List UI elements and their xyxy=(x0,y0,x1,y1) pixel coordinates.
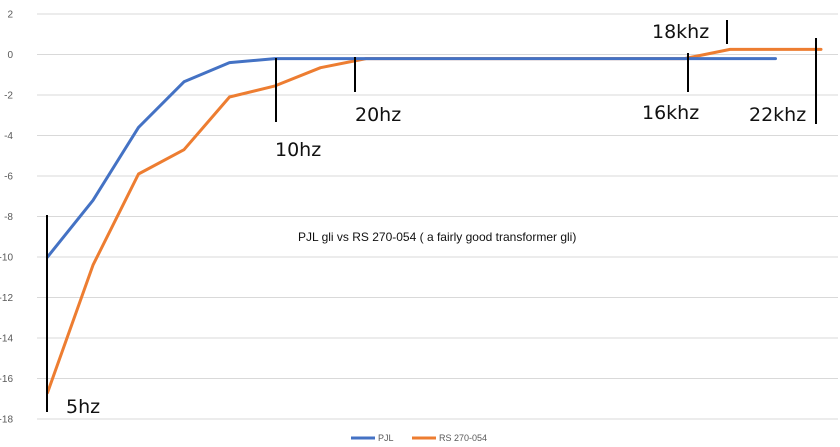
y-tick-label: -14 xyxy=(0,334,13,345)
y-tick-label: -16 xyxy=(0,374,13,385)
annotation-18khz: 18khz xyxy=(652,21,709,43)
y-tick-label: 2 xyxy=(7,10,13,21)
legend: PJL RS 270-054 xyxy=(351,433,487,443)
y-tick-label: -2 xyxy=(4,91,13,102)
y-tick-label: -6 xyxy=(4,172,13,183)
y-tick-label: -4 xyxy=(4,131,13,142)
annotation-note: PJL gli vs RS 270-054 ( a fairly good tr… xyxy=(298,230,576,244)
annotation-20hz: 20hz xyxy=(355,104,401,126)
annotation-10hz: 10hz xyxy=(275,139,321,161)
legend-label-rs: RS 270-054 xyxy=(439,433,487,443)
series-line-pjl xyxy=(46,57,777,259)
series-lines xyxy=(46,47,823,395)
grid xyxy=(37,13,838,420)
y-tick-label: -12 xyxy=(0,293,13,304)
y-axis-ticks: 2 0 -2 -4 -6 -8 -10 -12 -14 -16 -18 xyxy=(0,10,13,426)
y-tick-label: -10 xyxy=(0,253,13,264)
annotation-22khz: 22khz xyxy=(749,104,806,126)
annotation-5hz: 5hz xyxy=(66,396,100,418)
annotation-markers xyxy=(46,20,817,412)
y-tick-label: -18 xyxy=(0,415,13,426)
y-tick-label: -8 xyxy=(4,212,13,223)
annotation-16khz: 16khz xyxy=(642,102,699,124)
y-tick-label: 0 xyxy=(7,50,13,61)
legend-label-pjl: PJL xyxy=(378,433,394,443)
